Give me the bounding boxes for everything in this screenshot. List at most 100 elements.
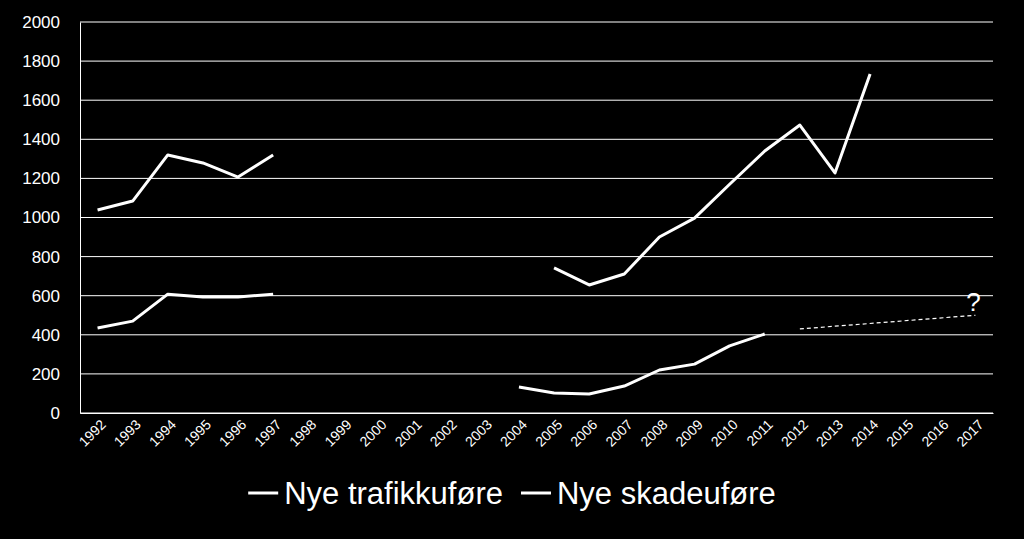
series-line: [98, 74, 871, 285]
x-tick-label: 2000: [356, 416, 389, 449]
x-tick: 1996: [216, 413, 249, 450]
x-tick-label: 2002: [427, 416, 460, 449]
y-tick: 800: [32, 248, 80, 267]
x-tick-label: 2007: [602, 416, 635, 449]
legend-label: Nye skadeuføre: [557, 476, 776, 511]
y-tick: 1800: [22, 52, 80, 71]
y-tick-label: 600: [32, 287, 60, 306]
x-tick-label: 2012: [778, 416, 811, 449]
x-axis-line: [81, 413, 994, 414]
x-tick-label: 1998: [286, 416, 319, 449]
x-tick-label: 1993: [111, 416, 144, 449]
legend-label: Nye trafikkuføre: [284, 476, 503, 511]
legend-swatch: [248, 492, 278, 495]
x-tick: 1992: [75, 413, 108, 450]
x-tick: 2017: [953, 413, 986, 450]
x-tick: 2010: [708, 413, 741, 450]
grid-line: [80, 178, 993, 179]
x-tick: 2013: [813, 413, 846, 450]
grid-line: [80, 334, 993, 335]
legend: Nye trafikkuføre Nye skadeuføre: [248, 476, 776, 511]
x-tick: 2011: [743, 413, 776, 449]
x-tick: 2001: [391, 413, 424, 450]
x-tick: 2014: [848, 413, 881, 450]
y-tick-label: 0: [51, 404, 60, 423]
x-tick: 2015: [883, 413, 916, 450]
grid-line: [80, 217, 993, 218]
x-tick: 2008: [637, 413, 670, 450]
y-tick-label: 400: [32, 326, 60, 345]
x-tick: 2009: [672, 413, 705, 450]
x-tick-label: 1997: [251, 416, 284, 449]
x-tick: 2000: [356, 413, 389, 450]
y-tick: 1000: [22, 208, 80, 227]
x-tick-label: 1996: [216, 416, 249, 449]
y-tick: 200: [32, 365, 80, 384]
annotation-text: ?: [966, 287, 980, 317]
x-tick-label: 2016: [918, 416, 951, 449]
x-tick: 2016: [918, 413, 951, 450]
grid-line: [80, 413, 993, 414]
x-tick: 2003: [462, 413, 495, 450]
x-tick: 2005: [532, 413, 565, 450]
annotation-line: [800, 315, 976, 329]
y-tick: 1400: [22, 130, 80, 149]
x-tick-label: 2004: [497, 416, 530, 449]
x-tick: 2004: [497, 413, 530, 450]
x-tick-label: 2001: [391, 416, 424, 449]
background: [0, 0, 1024, 539]
grid: [80, 22, 993, 413]
marks: [98, 74, 976, 394]
x-tick-label: 2017: [953, 416, 986, 449]
x-tick-label: 1999: [321, 416, 354, 449]
grid-line: [80, 61, 993, 62]
grid-line: [80, 100, 993, 101]
x-tick-label: 2009: [672, 416, 705, 449]
x-tick-label: 2006: [567, 416, 600, 449]
x-tick: 2006: [567, 413, 600, 450]
series-line: [98, 294, 765, 394]
y-tick: 0: [51, 404, 80, 423]
x-tick: 2012: [778, 413, 811, 450]
y-tick-label: 1400: [22, 130, 60, 149]
grid-line: [80, 22, 993, 23]
y-tick: 1200: [22, 169, 80, 188]
x-tick-label: 1992: [75, 416, 108, 449]
legend-item: Nye trafikkuføre: [248, 476, 503, 511]
y-tick-label: 1800: [22, 52, 60, 71]
x-tick-label: 2011: [743, 416, 776, 449]
x-tick: 1998: [286, 413, 319, 450]
y-axis-line: [80, 23, 81, 414]
y-axis: 0 200 400 600 800 1000 1200 1400 1600 1800 2000: [22, 13, 80, 423]
x-tick: 2002: [427, 413, 460, 450]
y-tick-label: 1600: [22, 91, 60, 110]
y-tick-label: 800: [32, 248, 60, 267]
x-tick: 1995: [181, 413, 214, 450]
legend-swatch: [521, 492, 551, 495]
x-tick-label: 2013: [813, 416, 846, 449]
x-tick-label: 2014: [848, 416, 881, 449]
y-tick-label: 1200: [22, 169, 60, 188]
x-tick-label: 2005: [532, 416, 565, 449]
grid-line: [80, 139, 993, 140]
x-tick-label: 1995: [181, 416, 214, 449]
x-tick: 1993: [111, 413, 144, 450]
grid-line: [80, 373, 993, 374]
x-tick: 1994: [146, 413, 179, 450]
legend-item: Nye skadeuføre: [521, 476, 776, 511]
x-tick-label: 2003: [462, 416, 495, 449]
y-tick: 1600: [22, 91, 80, 110]
y-tick: 2000: [22, 13, 80, 32]
x-tick: 1997: [251, 413, 284, 450]
grid-line: [80, 256, 993, 257]
chart: 0200400600800100012001400160018002000199…: [0, 0, 1024, 539]
plot: 0200400600800100012001400160018002000199…: [22, 13, 993, 450]
x-tick-label: 2015: [883, 416, 916, 449]
x-axis: 1992199319941995199619971998199920002001…: [75, 413, 993, 450]
y-tick-label: 200: [32, 365, 60, 384]
y-tick: 600: [32, 287, 80, 306]
x-tick: 2007: [602, 413, 635, 450]
x-tick-label: 1994: [146, 416, 179, 449]
y-tick-label: 2000: [22, 13, 60, 32]
x-tick-label: 2010: [708, 416, 741, 449]
